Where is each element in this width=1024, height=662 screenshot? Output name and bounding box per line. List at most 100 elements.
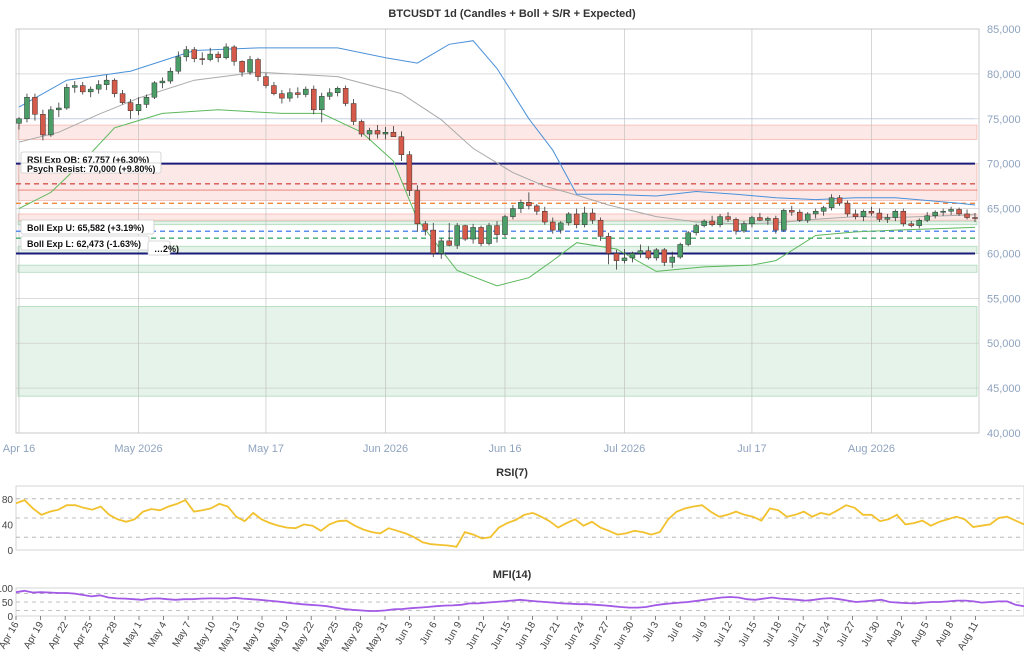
rsi-panel: RSI(7) 80 40 0 [2, 467, 1024, 557]
candle-body [581, 212, 588, 225]
x-tick-label: Apr 16 [3, 443, 35, 455]
sr-zone-7 [17, 306, 978, 397]
indicator-line [15, 498, 1024, 548]
candle [502, 214, 508, 238]
candle [836, 195, 843, 206]
annotation-bg [20, 219, 155, 235]
candle-body [661, 249, 668, 263]
candle-body [64, 87, 70, 109]
candle [239, 60, 245, 77]
bollinger-mid [18, 71, 976, 225]
date-tick-label: Jul 3 [641, 620, 661, 644]
candle-body [637, 250, 644, 254]
price-chart: BTCUSDT 1d (Candles + Boll + S/R + Expec… [3, 8, 1021, 455]
price-x-ticks: Apr 16 May 2026 May 17 Jun 2026 Jun 16 Jul 20… [3, 443, 895, 455]
candle-body [781, 210, 787, 231]
candle-body [613, 253, 620, 261]
date-tick-label: May 1 [121, 620, 144, 649]
candle [287, 88, 293, 102]
date-tick-label: Apr 22 [47, 620, 71, 651]
candle-body [334, 88, 341, 93]
sr-zones [17, 124, 978, 397]
candle [183, 46, 190, 62]
candle [733, 217, 739, 235]
x-tick-label: Jul 17 [737, 443, 766, 455]
candle-body [103, 79, 110, 85]
candle [358, 119, 365, 137]
candle [876, 208, 883, 223]
candle-body [542, 210, 548, 223]
candle-body [605, 236, 612, 254]
candle [844, 200, 851, 217]
candle [72, 81, 78, 93]
candle [231, 45, 237, 66]
candle-body [438, 240, 444, 254]
date-tick-label: Jun 30 [612, 620, 637, 652]
candle-body [295, 92, 301, 95]
candle [828, 194, 835, 211]
candle-body [311, 88, 317, 111]
candle-body [303, 88, 309, 95]
candle-body [844, 202, 851, 215]
candle-body [550, 221, 556, 231]
annotation-box-2: Boll Exp U: 65,582 (+3.19%) [20, 219, 155, 235]
candle [717, 213, 723, 228]
candle [79, 81, 86, 95]
candle-body [804, 213, 811, 221]
candle-body [868, 210, 875, 214]
date-tick-label: Jul 9 [690, 620, 710, 644]
annotations: RSI Exp OB: 67,757 (+6.30%)Psych Resist:… [20, 151, 179, 256]
candle-body [446, 240, 452, 246]
y-tick-label: 65,000 [987, 204, 1021, 216]
candle [796, 209, 803, 223]
candle-body [789, 210, 795, 213]
candle-body [956, 209, 962, 215]
candle-body [876, 212, 883, 220]
candle-body [589, 212, 596, 221]
candle [605, 232, 612, 265]
candle [135, 97, 142, 116]
date-tick-label: Jul 18 [761, 620, 784, 649]
candle [669, 251, 676, 268]
candle [685, 231, 691, 247]
candle [940, 208, 946, 216]
candle-body [342, 88, 349, 104]
candle-body [207, 53, 213, 60]
y-tick-label: 0 [7, 612, 13, 623]
x-tick-label: May 2026 [114, 443, 162, 455]
candle-body [621, 257, 628, 261]
candle [151, 81, 158, 100]
sr-zone-0 [17, 124, 978, 140]
candle-body [741, 223, 747, 232]
candle-body [406, 154, 413, 191]
candle [908, 221, 915, 228]
date-tick-label: May 13 [217, 620, 243, 654]
candle [215, 51, 221, 63]
candle [406, 151, 413, 196]
candle-body [470, 227, 476, 240]
candle-body [358, 121, 365, 135]
candle-body [127, 102, 134, 111]
candle-body [175, 56, 182, 72]
candle [637, 244, 644, 258]
price-chart-title: BTCUSDT 1d (Candles + Boll + S/R + Expec… [388, 8, 636, 20]
annotation-bg [147, 240, 171, 256]
candle [972, 213, 978, 223]
candle [119, 90, 126, 105]
candle [279, 90, 285, 104]
candle-body [143, 96, 150, 105]
candle [263, 72, 269, 89]
candle [207, 47, 213, 62]
candle [550, 217, 556, 234]
y-tick-label: 55,000 [987, 293, 1021, 305]
candle-body [40, 114, 46, 136]
candle-body [565, 213, 572, 224]
date-tick-label: May 28 [340, 620, 366, 654]
sr-zone-1 [17, 163, 978, 192]
candle [621, 248, 628, 264]
candle-body [653, 249, 660, 259]
candle [414, 185, 421, 232]
y-tick-label: 0 [7, 546, 13, 557]
date-tick-label: Apr 16 [0, 620, 22, 651]
